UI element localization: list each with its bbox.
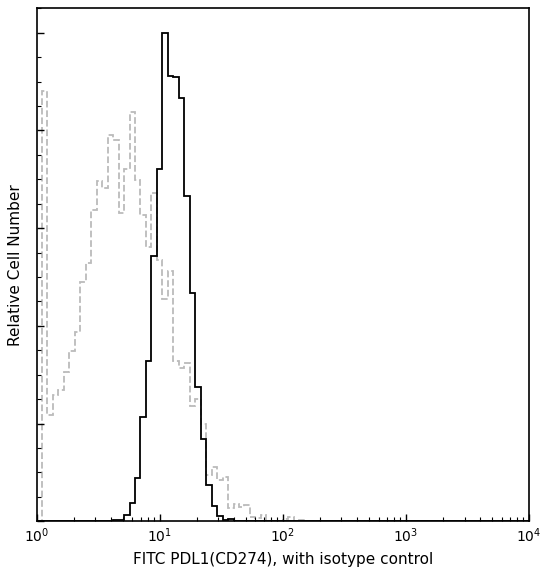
X-axis label: FITC PDL1(CD274), with isotype control: FITC PDL1(CD274), with isotype control: [133, 551, 433, 567]
Y-axis label: Relative Cell Number: Relative Cell Number: [8, 184, 23, 346]
